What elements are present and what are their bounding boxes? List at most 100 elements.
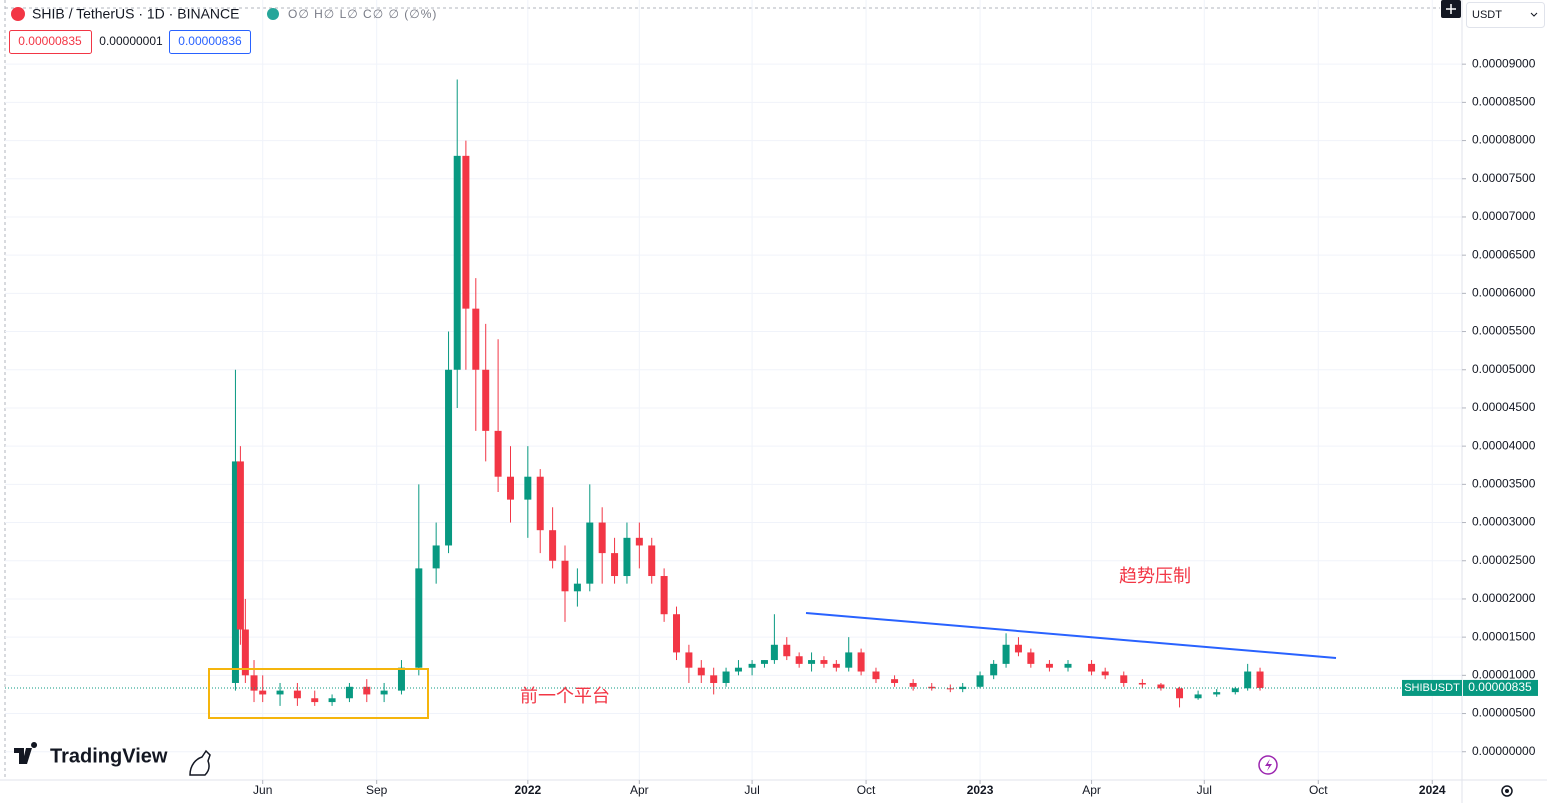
platform-box <box>208 668 429 719</box>
candle-body <box>482 369 490 431</box>
y-tick-label: 0.00002000 <box>1472 591 1536 605</box>
axes: 0.00000000 0.00000500 0.00001000 0.00001500… <box>253 56 1538 797</box>
x-tick-label: Oct <box>1309 783 1328 797</box>
candle-body <box>1045 663 1053 668</box>
candle-body <box>872 671 880 680</box>
grid <box>5 0 1462 780</box>
candle-body <box>648 545 656 577</box>
candle-body <box>311 698 319 703</box>
candle-body <box>536 476 544 531</box>
candle-body <box>635 537 643 546</box>
candle-body <box>259 690 267 695</box>
candle-body <box>770 644 778 661</box>
candle-body <box>1176 688 1184 699</box>
sell-price: 0.00000835 <box>18 34 82 48</box>
candle-body <box>598 522 606 554</box>
candle-body <box>1064 663 1072 668</box>
ohlc-values: O∅ H∅ L∅ C∅ ∅ (∅%) <box>288 7 437 21</box>
buy-button[interactable] <box>169 30 251 54</box>
y-tick-label: 0.00001000 <box>1472 668 1536 682</box>
settings-icon[interactable] <box>1501 785 1513 797</box>
x-tick-label: Jul <box>744 783 759 797</box>
symbol-tag: SHIBUSDT <box>1404 682 1460 694</box>
candle-body <box>1231 688 1239 693</box>
x-tick-label: Apr <box>630 783 649 797</box>
y-tick-label: 0.00009000 <box>1472 56 1536 70</box>
candle-body <box>697 667 705 676</box>
symbol-title[interactable]: SHIB / TetherUS · 1D · BINANCE <box>32 6 239 22</box>
candle-body <box>453 155 461 370</box>
candle-body <box>845 652 853 668</box>
candle-body <box>506 476 514 500</box>
candle-body <box>573 583 581 592</box>
candle-body <box>1002 644 1010 664</box>
candle-body <box>345 686 353 699</box>
candle-body <box>1088 663 1096 672</box>
candle-body <box>976 675 984 687</box>
candle-body <box>561 560 569 592</box>
dropdown-arrow <box>1530 12 1538 17</box>
y-tick-label: 0.00005000 <box>1472 362 1536 376</box>
candle-body <box>415 568 423 668</box>
y-tick-label: 0.00006000 <box>1472 286 1536 300</box>
events-icon[interactable] <box>1258 755 1278 775</box>
sell-button[interactable] <box>9 30 92 54</box>
candle-body <box>722 671 730 683</box>
symbol-tag-bg <box>1402 679 1462 696</box>
candle-body <box>472 308 480 370</box>
candle-body <box>1120 675 1128 683</box>
candle-body <box>857 652 865 672</box>
currency-select[interactable] <box>1466 2 1545 28</box>
y-tick-label: 0.00004000 <box>1472 438 1536 452</box>
candle-body <box>236 461 244 630</box>
candle-body <box>363 686 371 695</box>
y-tick-label: 0.00007500 <box>1472 171 1536 185</box>
candle-body <box>832 663 840 668</box>
y-tick-label: 0.00000000 <box>1472 744 1536 758</box>
x-tick-label: 2023 <box>967 783 994 797</box>
x-tick-label: Sep <box>366 783 388 797</box>
candle-body <box>445 369 453 546</box>
y-tick-label: 0.00006500 <box>1472 247 1536 261</box>
candle-body <box>586 522 594 584</box>
logo-text: TradingView <box>50 745 168 767</box>
candle-body <box>808 660 816 664</box>
settings-center <box>1505 789 1509 793</box>
currency: USDT <box>1472 9 1502 21</box>
x-tick-label: Jun <box>253 783 272 797</box>
x-tick-label: Oct <box>857 783 876 797</box>
candle-body <box>623 537 631 577</box>
candle-body <box>928 686 936 689</box>
logo-icon <box>14 742 38 764</box>
candle-body <box>710 675 718 683</box>
candle-body <box>1157 684 1165 689</box>
candle-body <box>293 690 301 699</box>
candle-body <box>891 679 899 683</box>
candle-body <box>1244 671 1252 689</box>
candle-body <box>734 667 742 672</box>
annotation: 趋势压制 <box>1119 566 1191 586</box>
candle-body <box>685 652 693 668</box>
candle-body <box>549 530 557 561</box>
candle-body <box>946 688 954 690</box>
candle-body <box>795 656 803 664</box>
y-tick-label: 0.00008500 <box>1472 95 1536 109</box>
x-tick-label: Apr <box>1082 783 1101 797</box>
trend-line <box>805 612 1337 659</box>
candle-body <box>524 476 532 500</box>
y-tick-label: 0.00002500 <box>1472 553 1536 567</box>
candle-body <box>1213 692 1221 695</box>
candle-body <box>1101 671 1109 676</box>
events-bolt <box>1265 759 1272 771</box>
candle-body <box>380 690 388 695</box>
candle-body <box>241 629 249 676</box>
annotation: 前一个平台 <box>520 686 610 706</box>
y-tick-label: 0.00000500 <box>1472 706 1536 720</box>
symbol-icon <box>11 7 25 21</box>
candle-body <box>1194 694 1202 699</box>
candle-body <box>673 614 681 653</box>
candle-body <box>660 576 668 615</box>
y-tick-label: 0.00003500 <box>1472 477 1536 491</box>
